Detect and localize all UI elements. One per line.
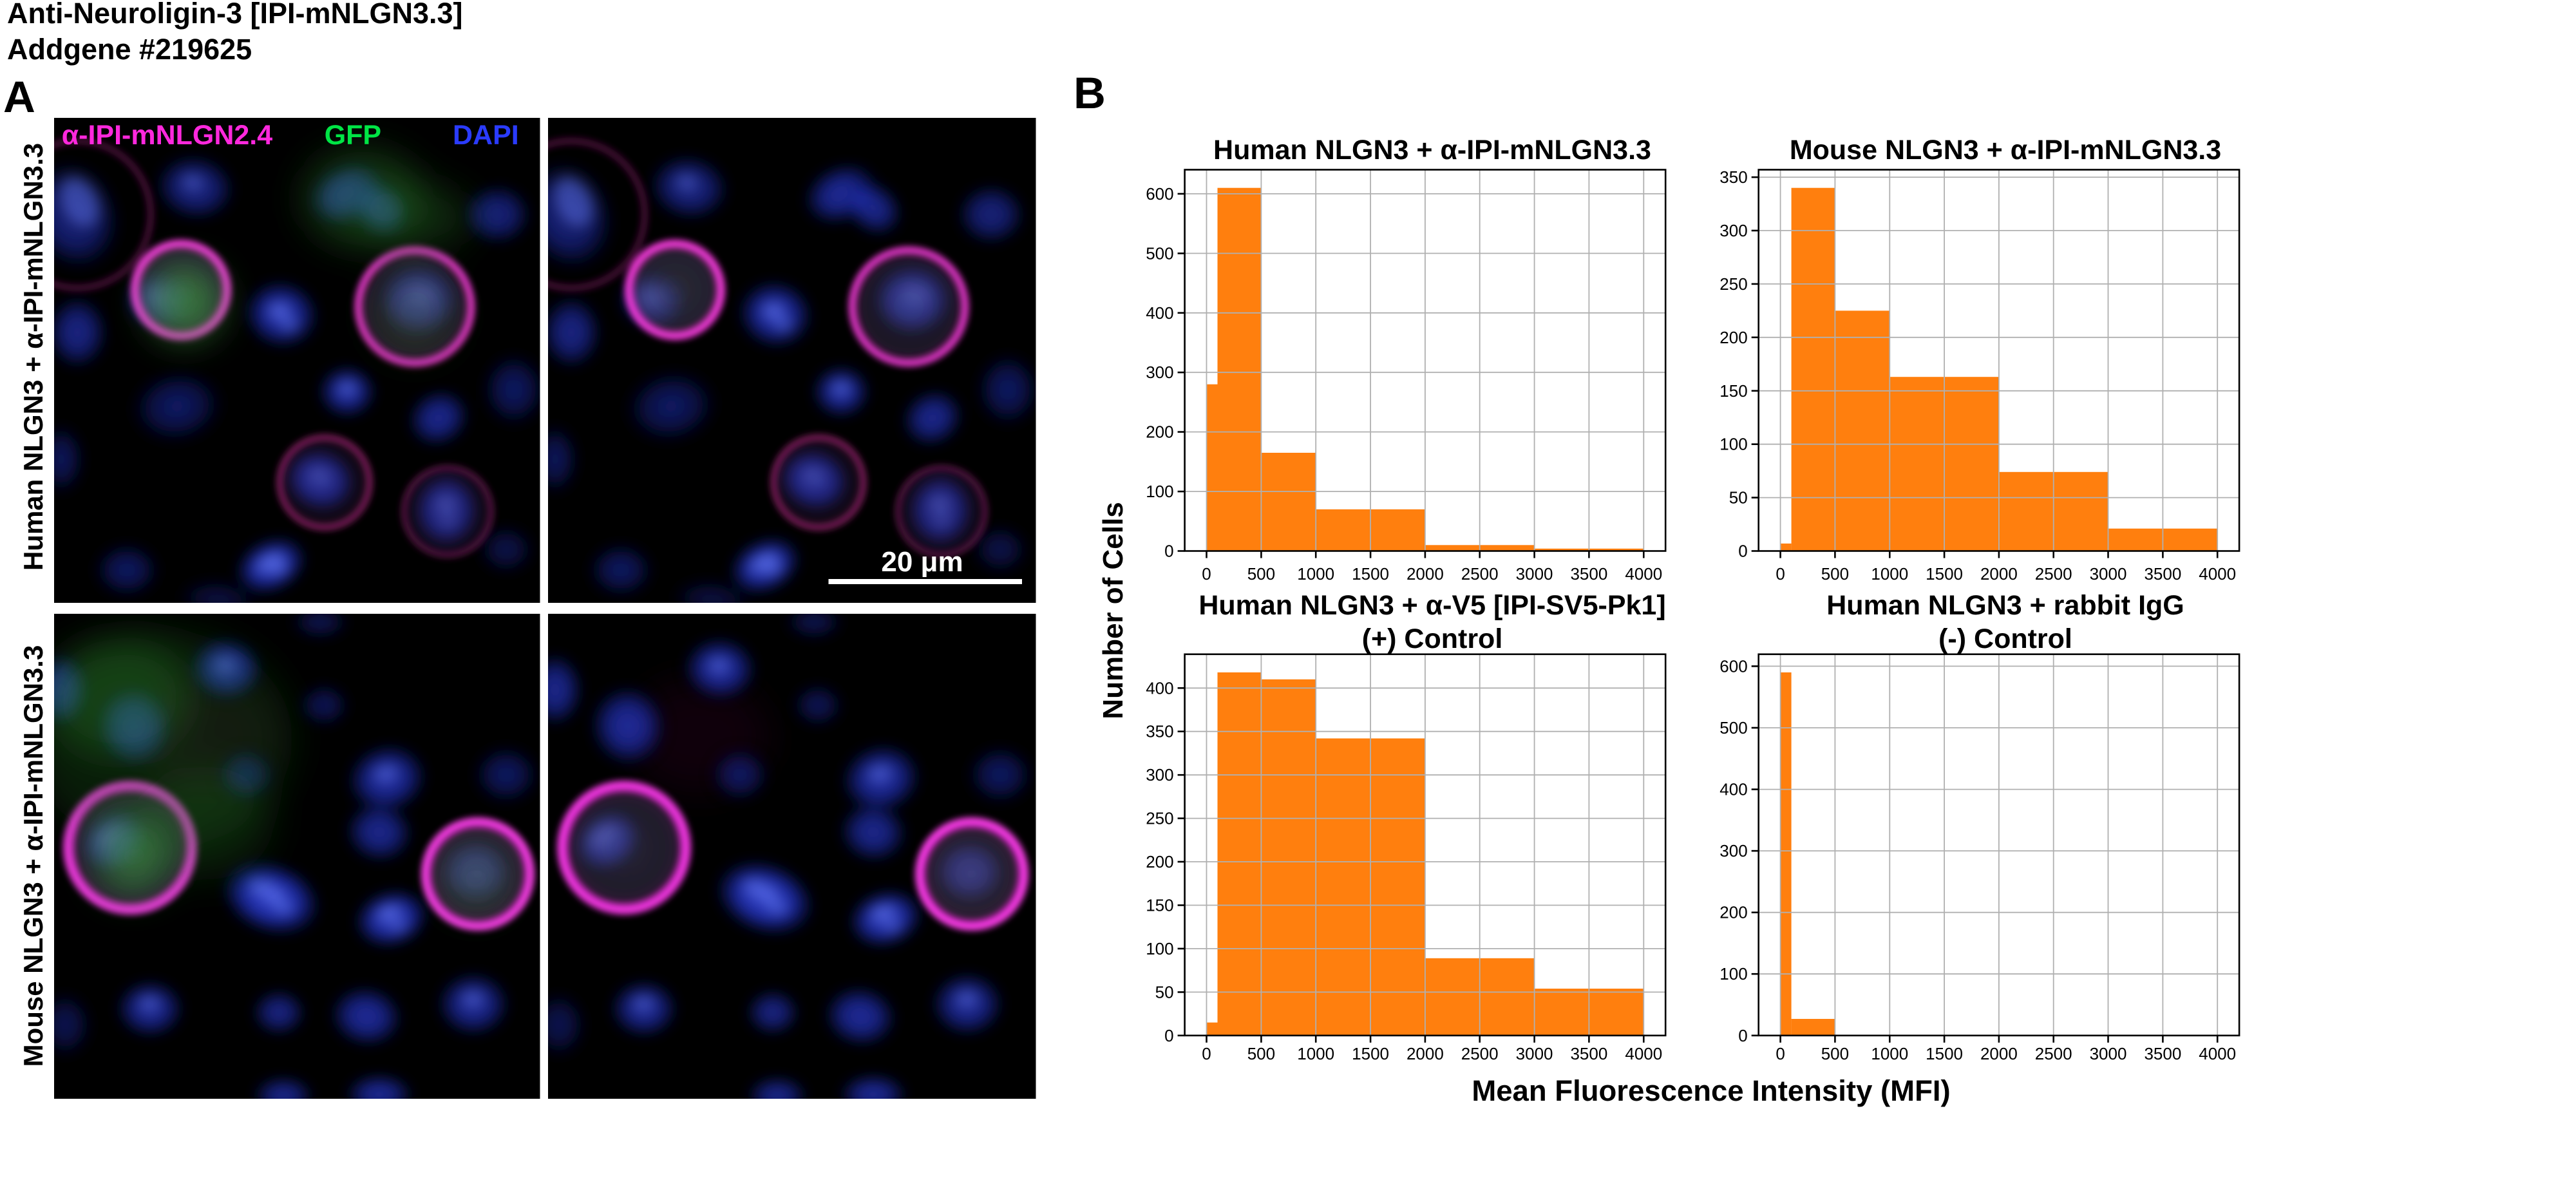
svg-text:50: 50 bbox=[1155, 982, 1174, 1002]
svg-text:Human NLGN3 + α-IPI-mNLGN3.3: Human NLGN3 + α-IPI-mNLGN3.3 bbox=[18, 143, 48, 571]
svg-text:2000: 2000 bbox=[1980, 564, 2018, 584]
svg-text:(-) Control: (-) Control bbox=[1938, 623, 2072, 654]
svg-text:4000: 4000 bbox=[2199, 1044, 2236, 1063]
svg-text:Mouse NLGN3 + α-IPI-mNLGN3.3: Mouse NLGN3 + α-IPI-mNLGN3.3 bbox=[18, 645, 48, 1067]
svg-text:50: 50 bbox=[1729, 488, 1748, 508]
svg-text:350: 350 bbox=[1719, 167, 1747, 187]
svg-text:2000: 2000 bbox=[1980, 1044, 2018, 1063]
svg-text:150: 150 bbox=[1719, 381, 1747, 401]
svg-text:500: 500 bbox=[1247, 1044, 1275, 1063]
svg-text:250: 250 bbox=[1146, 809, 1173, 828]
svg-text:3500: 3500 bbox=[2144, 1044, 2181, 1063]
svg-text:4000: 4000 bbox=[1625, 564, 1662, 584]
svg-text:500: 500 bbox=[1247, 564, 1275, 584]
svg-text:0: 0 bbox=[1776, 1044, 1785, 1063]
svg-text:300: 300 bbox=[1719, 221, 1747, 240]
svg-text:Number of Cells: Number of Cells bbox=[1097, 502, 1129, 719]
svg-text:0: 0 bbox=[1164, 1026, 1173, 1045]
svg-text:1500: 1500 bbox=[1352, 1044, 1389, 1063]
svg-text:300: 300 bbox=[1146, 363, 1173, 382]
svg-text:1500: 1500 bbox=[1926, 1044, 1963, 1063]
svg-text:2500: 2500 bbox=[2035, 1044, 2072, 1063]
svg-text:Human NLGN3 + α-V5 [IPI-SV5-Pk: Human NLGN3 + α-V5 [IPI-SV5-Pk1] bbox=[1198, 590, 1665, 621]
svg-text:500: 500 bbox=[1719, 718, 1747, 737]
svg-text:3000: 3000 bbox=[1516, 564, 1553, 584]
svg-text:3500: 3500 bbox=[2144, 564, 2181, 584]
svg-text:4000: 4000 bbox=[1625, 1044, 1662, 1063]
svg-text:1000: 1000 bbox=[1871, 564, 1908, 584]
svg-text:1500: 1500 bbox=[1926, 564, 1963, 584]
svg-text:500: 500 bbox=[1821, 1044, 1849, 1063]
svg-text:100: 100 bbox=[1719, 964, 1747, 983]
svg-text:600: 600 bbox=[1719, 656, 1747, 676]
svg-text:3500: 3500 bbox=[1570, 1044, 1607, 1063]
svg-text:2500: 2500 bbox=[2035, 564, 2072, 584]
svg-text:200: 200 bbox=[1146, 852, 1173, 871]
svg-text:400: 400 bbox=[1146, 678, 1173, 698]
svg-text:350: 350 bbox=[1146, 722, 1173, 741]
svg-text:100: 100 bbox=[1146, 939, 1173, 958]
svg-text:3000: 3000 bbox=[2090, 1044, 2127, 1063]
svg-text:4000: 4000 bbox=[2199, 564, 2236, 584]
svg-text:3500: 3500 bbox=[1570, 564, 1607, 584]
svg-text:1000: 1000 bbox=[1297, 1044, 1334, 1063]
svg-text:2000: 2000 bbox=[1406, 1044, 1444, 1063]
svg-text:0: 0 bbox=[1738, 1026, 1747, 1045]
svg-text:1500: 1500 bbox=[1352, 564, 1389, 584]
svg-text:100: 100 bbox=[1719, 435, 1747, 454]
svg-text:600: 600 bbox=[1146, 184, 1173, 204]
svg-text:DAPI: DAPI bbox=[453, 120, 519, 151]
svg-text:500: 500 bbox=[1821, 564, 1849, 584]
svg-text:300: 300 bbox=[1719, 841, 1747, 860]
svg-text:1000: 1000 bbox=[1297, 564, 1334, 584]
svg-text:300: 300 bbox=[1146, 765, 1173, 784]
svg-text:100: 100 bbox=[1146, 482, 1173, 501]
svg-text:GFP: GFP bbox=[325, 120, 381, 151]
svg-text:200: 200 bbox=[1719, 903, 1747, 922]
svg-text:(+) Control: (+) Control bbox=[1362, 623, 1503, 654]
svg-text:Human NLGN3 + rabbit IgG: Human NLGN3 + rabbit IgG bbox=[1826, 590, 2184, 621]
svg-text:0: 0 bbox=[1164, 542, 1173, 561]
svg-text:20 μm: 20 μm bbox=[881, 546, 963, 578]
svg-text:150: 150 bbox=[1146, 896, 1173, 915]
svg-text:0: 0 bbox=[1202, 1044, 1211, 1063]
svg-text:2500: 2500 bbox=[1461, 564, 1499, 584]
svg-text:400: 400 bbox=[1146, 303, 1173, 323]
svg-text:200: 200 bbox=[1146, 423, 1173, 442]
svg-text:Mean Fluorescence Intensity (M: Mean Fluorescence Intensity (MFI) bbox=[1472, 1074, 1950, 1107]
svg-text:500: 500 bbox=[1146, 243, 1173, 263]
svg-text:3000: 3000 bbox=[1516, 1044, 1553, 1063]
svg-text:0: 0 bbox=[1776, 564, 1785, 584]
svg-text:0: 0 bbox=[1738, 542, 1747, 561]
svg-text:200: 200 bbox=[1719, 328, 1747, 347]
svg-text:2500: 2500 bbox=[1461, 1044, 1499, 1063]
svg-text:0: 0 bbox=[1202, 564, 1211, 584]
svg-text:3000: 3000 bbox=[2090, 564, 2127, 584]
svg-text:400: 400 bbox=[1719, 780, 1747, 799]
svg-text:1000: 1000 bbox=[1871, 1044, 1908, 1063]
svg-text:Human NLGN3 + α-IPI-mNLGN3.3: Human NLGN3 + α-IPI-mNLGN3.3 bbox=[1213, 135, 1651, 166]
svg-text:2000: 2000 bbox=[1406, 564, 1444, 584]
svg-text:250: 250 bbox=[1719, 274, 1747, 294]
svg-text:Mouse NLGN3 + α-IPI-mNLGN3.3: Mouse NLGN3 + α-IPI-mNLGN3.3 bbox=[1790, 135, 2221, 166]
svg-text:α-IPI-mNLGN2.4: α-IPI-mNLGN2.4 bbox=[62, 120, 273, 151]
